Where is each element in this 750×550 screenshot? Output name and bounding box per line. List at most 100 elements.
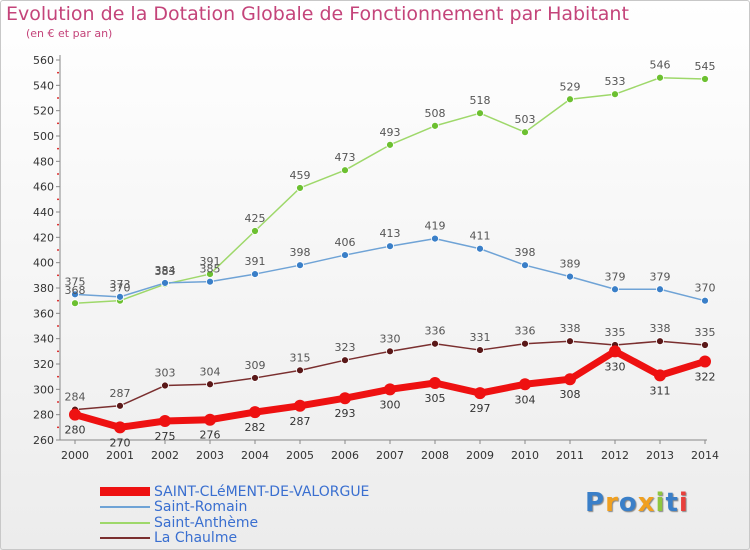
data-label-2: 533	[605, 75, 626, 88]
data-point-2	[296, 184, 304, 192]
y-tick-label: 500	[33, 130, 54, 143]
data-point-0	[69, 408, 81, 421]
data-label-0: 304	[515, 393, 536, 406]
data-label-1: 384	[155, 264, 176, 277]
data-label-1: 398	[515, 246, 536, 259]
data-label-1: 373	[110, 278, 131, 291]
data-label-0: 275	[155, 430, 176, 443]
data-label-0: 305	[425, 392, 446, 405]
data-label-2: 545	[695, 60, 716, 73]
data-label-0: 330	[605, 360, 626, 373]
data-label-2: 368	[65, 284, 86, 297]
data-label-0: 300	[380, 398, 401, 411]
data-label-1: 379	[605, 270, 626, 283]
y-tick-label: 560	[33, 54, 54, 67]
data-point-1	[341, 251, 349, 259]
data-point-1	[566, 272, 574, 281]
data-point-0	[114, 421, 126, 434]
x-tick-label: 2002	[151, 449, 179, 462]
data-point-0	[429, 377, 441, 389]
y-tick-label: 340	[33, 333, 54, 346]
data-point-3	[296, 366, 304, 375]
y-tick-label: 300	[33, 383, 54, 396]
data-point-1	[386, 242, 394, 251]
data-point-1	[701, 296, 709, 305]
x-tick-label: 2003	[196, 449, 224, 462]
data-point-2	[341, 166, 349, 175]
data-label-2: 370	[110, 282, 131, 295]
y-tick-label: 280	[33, 409, 54, 422]
x-tick-label: 2013	[646, 449, 674, 462]
y-tick-label: 460	[33, 181, 54, 194]
y-tick-label: 420	[33, 231, 54, 244]
data-point-3	[566, 337, 574, 346]
data-label-3: 287	[110, 387, 131, 400]
data-label-0: 270	[110, 436, 131, 449]
data-label-2: 508	[425, 107, 446, 120]
logo-letter: r	[605, 488, 619, 518]
x-tick-label: 2014	[691, 449, 719, 462]
data-label-3: 336	[515, 325, 536, 338]
data-point-0	[294, 399, 306, 412]
data-point-2	[251, 227, 259, 235]
data-label-2: 529	[560, 80, 581, 93]
data-label-1: 411	[470, 230, 491, 243]
data-point-0	[204, 413, 216, 426]
data-point-0	[159, 415, 171, 427]
legend-label-saint-romain: Saint-Romain	[154, 499, 248, 516]
line-chart: 260 280 300 320 340 360 380 400 420 440 460 480 500 5…	[33, 54, 719, 462]
data-label-1: 406	[335, 236, 356, 249]
legend-swatch-saint-antheme	[100, 521, 150, 524]
data-label-1: 389	[560, 258, 581, 271]
logo-letter: x	[637, 488, 656, 518]
y-tick-label: 260	[33, 434, 54, 447]
data-label-0: 322	[695, 370, 716, 383]
data-point-0	[474, 387, 486, 400]
data-point-3	[161, 381, 169, 390]
data-label-0: 287	[290, 415, 311, 428]
data-point-2	[206, 270, 214, 278]
data-label-3: 303	[155, 367, 176, 380]
y-tick-label: 540	[33, 79, 54, 92]
legend-label-saint-clement: SAINT-CLéMENT-DE-VALORGUE	[154, 483, 370, 500]
data-point-3	[656, 337, 664, 346]
legend-swatch-saint-romain	[100, 506, 150, 509]
x-tick-label: 2009	[466, 449, 494, 462]
data-label-2: 518	[470, 94, 491, 107]
x-tick-label: 2010	[511, 449, 539, 462]
logo-letter: o	[618, 488, 638, 518]
logo-letter: i	[655, 488, 666, 518]
chart-title: Evolution de la Dotation Globale de Fonc…	[6, 3, 629, 25]
data-point-2	[386, 140, 394, 149]
data-point-3	[251, 374, 259, 382]
data-label-3: 338	[650, 322, 671, 335]
data-point-2	[71, 299, 79, 308]
data-label-2: 493	[380, 126, 401, 139]
data-label-3: 304	[200, 365, 221, 378]
data-label-0: 308	[560, 388, 581, 401]
data-point-1	[116, 292, 124, 301]
legend-item-saint-antheme: Saint-Anthème	[100, 515, 369, 531]
proxiti-logo: Proxiti	[585, 488, 689, 518]
y-tick-label: 320	[33, 358, 54, 371]
data-point-1	[71, 290, 79, 299]
data-label-3: 336	[425, 325, 446, 338]
legend-item-saint-clement: SAINT-CLéMENT-DE-VALORGUE	[100, 484, 369, 500]
data-label-0: 297	[470, 402, 491, 415]
data-label-2: 383	[155, 265, 176, 278]
data-point-2	[476, 109, 484, 118]
legend-label-la-chaulme: La Chaulme	[154, 530, 238, 547]
data-label-3: 309	[245, 359, 266, 372]
data-label-0: 311	[650, 384, 671, 397]
data-point-1	[206, 277, 214, 286]
data-point-2	[611, 90, 619, 99]
data-label-3: 330	[380, 332, 401, 345]
data-point-1	[161, 279, 169, 287]
data-point-0	[699, 355, 711, 368]
data-label-0: 293	[335, 407, 356, 420]
data-point-3	[341, 356, 349, 365]
data-point-0	[609, 345, 621, 358]
data-label-2: 546	[650, 59, 671, 72]
data-label-1: 385	[200, 263, 221, 276]
data-label-2: 391	[200, 255, 221, 268]
